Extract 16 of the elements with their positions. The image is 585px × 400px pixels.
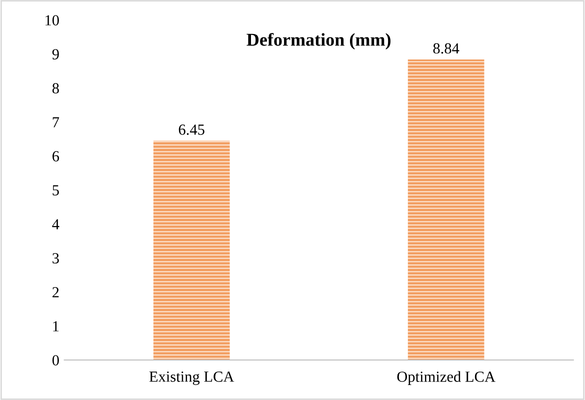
y-tick-label: 8: [52, 83, 59, 94]
y-tick-label: 9: [52, 49, 59, 60]
data-label: 6.45: [178, 124, 204, 135]
y-tick-label: 2: [52, 287, 59, 298]
y-tick-label: 5: [52, 185, 59, 196]
y-tick-label: 4: [52, 219, 60, 230]
x-tick-label: Optimized LCA: [397, 371, 496, 385]
y-tick-label: 0: [52, 355, 59, 366]
y-tick-label: 3: [52, 253, 59, 264]
y-tick-label: 1: [53, 321, 59, 332]
y-tick-label: 7: [52, 117, 60, 128]
x-tick-label: Existing LCA: [149, 372, 234, 385]
data-label: 8.84: [433, 43, 460, 54]
text: Deformation (mm): [246, 32, 390, 50]
y-tick-label: 10: [46, 15, 59, 26]
y-tick-label: 6: [52, 151, 60, 162]
